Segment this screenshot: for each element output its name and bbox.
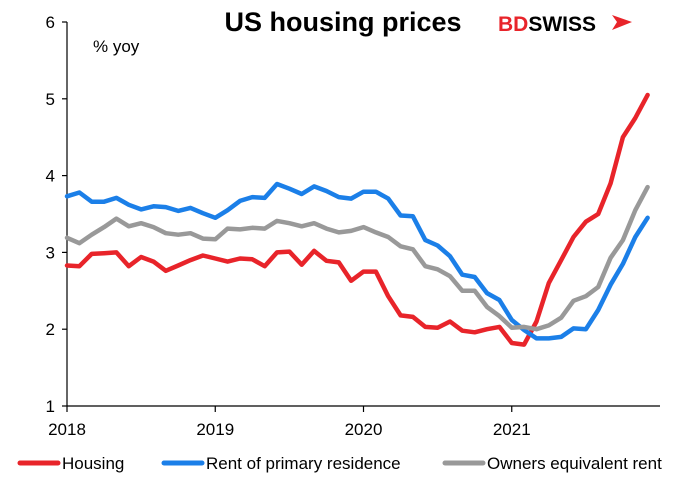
legend-label: Housing bbox=[62, 454, 124, 473]
x-tick-label: 2018 bbox=[48, 420, 86, 439]
chart-title: US housing prices bbox=[224, 7, 461, 37]
legend-label: Owners equivalent rent bbox=[487, 454, 662, 473]
x-ticks: 2018 2019 2020 2021 bbox=[48, 406, 531, 439]
bdswiss-logo: BDSWISS bbox=[498, 13, 632, 36]
y-axis-label: % yoy bbox=[93, 37, 140, 56]
x-tick-label: 2020 bbox=[345, 420, 383, 439]
y-tick-label: 5 bbox=[46, 90, 55, 109]
x-tick-label: 2019 bbox=[196, 420, 234, 439]
series-line-owners-equivalent-rent bbox=[64, 184, 650, 332]
y-tick-label: 2 bbox=[46, 320, 55, 339]
svg-text:BDSWISS: BDSWISS bbox=[498, 13, 596, 36]
logo-arrow-icon bbox=[612, 15, 632, 30]
y-tick-label: 4 bbox=[46, 167, 55, 186]
legend: Housing Rent of primary residence Owners e… bbox=[17, 454, 662, 473]
y-tick-label: 6 bbox=[46, 13, 55, 32]
y-ticks: 1 2 3 4 5 6 bbox=[46, 13, 67, 416]
y-tick-label: 3 bbox=[46, 243, 55, 262]
series-lines bbox=[64, 92, 650, 347]
logo-swiss-text: SWISS bbox=[528, 13, 596, 36]
x-tick-label: 2021 bbox=[493, 420, 531, 439]
series-line-housing bbox=[64, 92, 650, 347]
logo-bd-text: BD bbox=[498, 13, 528, 36]
y-tick-label: 1 bbox=[46, 397, 55, 416]
series-line-rent-of-primary-residence bbox=[64, 181, 650, 341]
legend-label: Rent of primary residence bbox=[206, 454, 401, 473]
